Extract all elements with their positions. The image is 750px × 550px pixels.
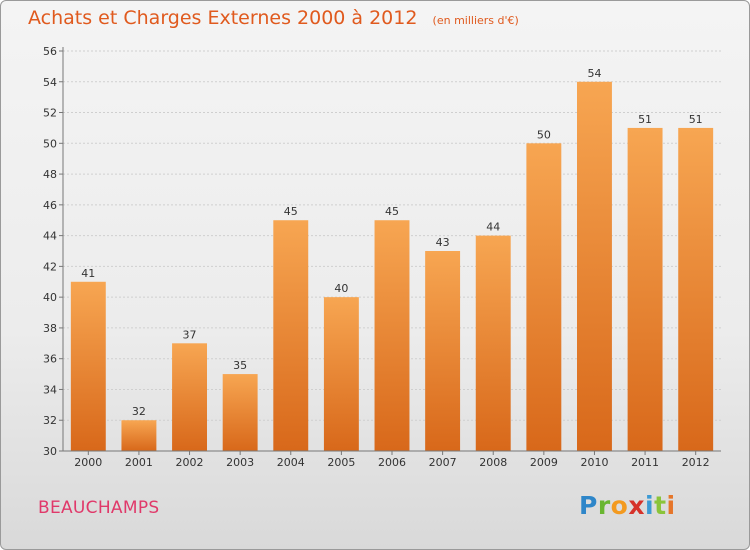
bar-2008 xyxy=(475,235,511,451)
bar-2009 xyxy=(526,143,562,452)
data-label: 51 xyxy=(689,113,703,126)
y-tick-label: 40 xyxy=(43,291,57,304)
x-tick-label: 2008 xyxy=(479,456,507,469)
chart-unit: (en milliers d'€) xyxy=(432,14,519,27)
bar-2002 xyxy=(172,343,208,451)
y-tick-label: 42 xyxy=(43,260,57,273)
y-tick-label: 36 xyxy=(43,353,57,366)
bar-2001 xyxy=(121,420,157,451)
x-tick-label: 2001 xyxy=(125,456,153,469)
x-tick-label: 2000 xyxy=(74,456,102,469)
bar-2010 xyxy=(576,81,612,452)
bar-2006 xyxy=(374,220,410,451)
y-tick-label: 30 xyxy=(43,445,57,458)
y-tick-label: 50 xyxy=(43,137,57,150)
data-label: 45 xyxy=(385,205,399,218)
x-tick-label: 2002 xyxy=(176,456,204,469)
y-tick-label: 38 xyxy=(43,322,57,335)
bar-2000 xyxy=(70,281,106,451)
bar-2005 xyxy=(323,297,359,451)
chart-header: Achats et Charges Externes 2000 à 2012 (… xyxy=(28,7,519,29)
data-label: 51 xyxy=(638,113,652,126)
chart-title: Achats et Charges Externes 2000 à 2012 xyxy=(28,7,418,29)
data-label: 35 xyxy=(233,359,247,372)
y-tick-label: 32 xyxy=(43,414,57,427)
bar-2011 xyxy=(627,127,663,451)
data-label: 54 xyxy=(587,67,601,80)
x-tick-label: 2004 xyxy=(277,456,305,469)
x-tick-label: 2003 xyxy=(226,456,254,469)
data-label: 43 xyxy=(436,236,450,249)
proxiti-logo[interactable]: Proxiti xyxy=(579,491,676,520)
data-label: 32 xyxy=(132,405,146,418)
x-tick-label: 2006 xyxy=(378,456,406,469)
bars xyxy=(70,81,714,452)
data-label: 41 xyxy=(81,267,95,280)
place-name: BEAUCHAMPS xyxy=(38,498,160,518)
x-tick-label: 2007 xyxy=(429,456,457,469)
y-tick-label: 46 xyxy=(43,199,57,212)
data-label: 40 xyxy=(334,282,348,295)
bar-2012 xyxy=(678,127,714,451)
bar-2007 xyxy=(425,251,461,451)
y-tick-label: 52 xyxy=(43,107,57,120)
y-tick-label: 34 xyxy=(43,383,57,396)
y-tick-label: 44 xyxy=(43,230,57,243)
data-label: 44 xyxy=(486,221,500,234)
x-tick-label: 2005 xyxy=(327,456,355,469)
y-tick-label: 56 xyxy=(43,45,57,58)
axes xyxy=(59,47,721,455)
data-label: 45 xyxy=(284,205,298,218)
bar-2003 xyxy=(222,374,258,451)
y-tick-label: 48 xyxy=(43,168,57,181)
data-label: 37 xyxy=(183,328,197,341)
y-tick-label: 54 xyxy=(43,76,57,89)
data-label: 50 xyxy=(537,128,551,141)
bar-2004 xyxy=(273,220,309,451)
x-tick-label: 2010 xyxy=(580,456,608,469)
labels: 30 32 34 36 38 40 42 44 46 48 50 52 54 56 41 2000 32 2001… xyxy=(43,45,710,469)
x-tick-label: 2009 xyxy=(530,456,558,469)
x-tick-label: 2012 xyxy=(682,456,710,469)
x-tick-label: 2011 xyxy=(631,456,659,469)
